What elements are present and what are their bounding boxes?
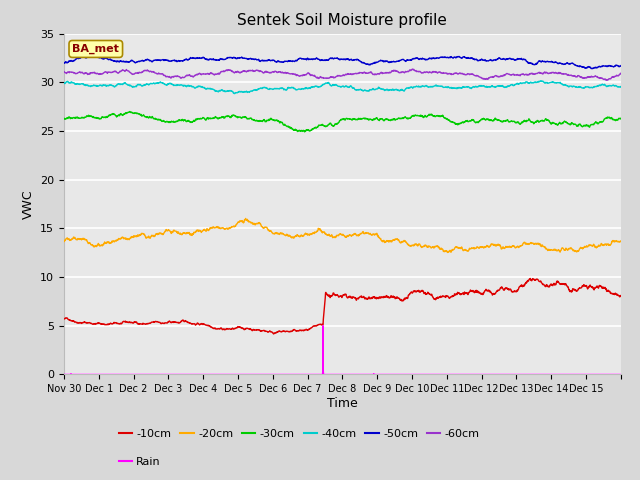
Y-axis label: VWC: VWC — [22, 189, 35, 219]
Text: BA_met: BA_met — [72, 44, 119, 54]
Title: Sentek Soil Moisture profile: Sentek Soil Moisture profile — [237, 13, 447, 28]
Legend: Rain: Rain — [114, 452, 165, 471]
X-axis label: Time: Time — [327, 397, 358, 410]
